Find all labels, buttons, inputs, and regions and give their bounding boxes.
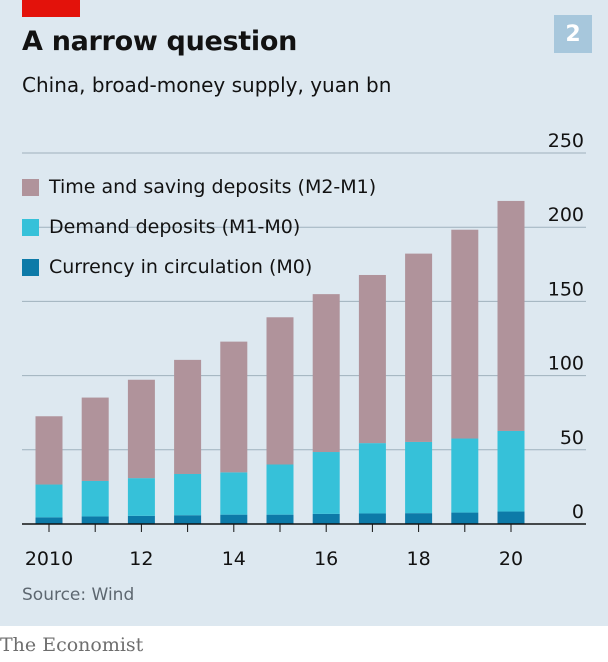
bar-segment-2013-0: [174, 515, 202, 524]
brand-red-bar: [22, 0, 80, 17]
bar-segment-2015-1: [266, 464, 294, 515]
bars: [35, 200, 525, 524]
bar-segment-2017-1: [358, 443, 386, 514]
x-tick-label: 12: [129, 548, 153, 570]
bar-segment-2010-2: [35, 416, 63, 485]
bar-segment-2018-1: [405, 441, 433, 514]
bar-segment-2010-0: [35, 517, 63, 524]
bar-segment-2016-2: [312, 294, 340, 453]
bar-segment-2016-0: [312, 513, 340, 524]
y-tick-label: 250: [548, 130, 584, 152]
bar-segment-2017-2: [358, 274, 386, 444]
bar-segment-2019-2: [451, 229, 479, 439]
bar-segment-2015-0: [266, 514, 294, 524]
bar-segment-2012-0: [127, 515, 155, 524]
legend-item-time-saving: Time and saving deposits (M2-M1): [22, 176, 376, 198]
bar-segment-2014-1: [220, 472, 248, 515]
y-tick-label: 100: [548, 353, 584, 375]
source-note: Source: Wind: [22, 585, 135, 605]
stacked-bar-chart: 0 50 100 150 200 250 2010 12 14 16 18 20: [22, 130, 586, 570]
legend-swatch-currency: [22, 258, 39, 276]
bar-segment-2020-1: [497, 430, 525, 512]
bar-segment-2014-0: [220, 514, 248, 524]
bar-segment-2015-2: [266, 317, 294, 465]
chart-number-badge: 2: [554, 15, 592, 53]
bar-segment-2020-0: [497, 511, 525, 524]
bar-segment-2017-0: [358, 513, 386, 524]
x-tick-label: 16: [314, 548, 338, 570]
bar-segment-2012-1: [127, 478, 155, 516]
legend-swatch-demand: [22, 218, 39, 236]
x-tick-labels: 2010 12 14 16 18 20: [22, 523, 586, 570]
bar-segment-2010-1: [35, 484, 63, 518]
bar-segment-2011-0: [81, 516, 109, 524]
bar-segment-2013-1: [174, 473, 202, 516]
y-tick-label: 200: [548, 204, 584, 226]
gridlines: [22, 152, 586, 451]
x-tick-label: 2010: [25, 548, 73, 570]
chart-title: A narrow question: [22, 26, 298, 57]
bar-segment-2011-1: [81, 480, 109, 517]
publisher-wordmark: The Economist: [0, 634, 144, 656]
bar-segment-2016-1: [312, 452, 340, 514]
legend-item-currency: Currency in circulation (M0): [22, 256, 312, 278]
bar-segment-2013-2: [174, 359, 202, 474]
y-tick-label: 50: [560, 427, 584, 449]
x-tick-label: 14: [222, 548, 246, 570]
bar-segment-2012-2: [127, 379, 155, 479]
bar-segment-2020-2: [497, 200, 525, 431]
x-tick-label: 20: [499, 548, 523, 570]
bar-segment-2014-2: [220, 341, 248, 473]
y-tick-label: 0: [572, 501, 584, 523]
bar-segment-2019-1: [451, 438, 479, 513]
bar-segment-2019-0: [451, 512, 479, 524]
x-tick-label: 18: [407, 548, 431, 570]
bar-segment-2011-2: [81, 397, 109, 481]
legend-swatch-time-saving: [22, 178, 39, 196]
legend-label-currency: Currency in circulation (M0): [49, 256, 313, 278]
y-tick-labels: 0 50 100 150 200 250: [548, 130, 584, 523]
bar-segment-2018-2: [405, 253, 433, 442]
legend-label-time-saving: Time and saving deposits (M2-M1): [49, 176, 377, 198]
legend-label-demand: Demand deposits (M1-M0): [49, 216, 301, 238]
legend-item-demand: Demand deposits (M1-M0): [22, 216, 300, 238]
bar-segment-2018-0: [405, 513, 433, 524]
y-tick-label: 150: [548, 278, 584, 300]
chart-subtitle: China, broad-money supply, yuan bn: [22, 73, 392, 97]
